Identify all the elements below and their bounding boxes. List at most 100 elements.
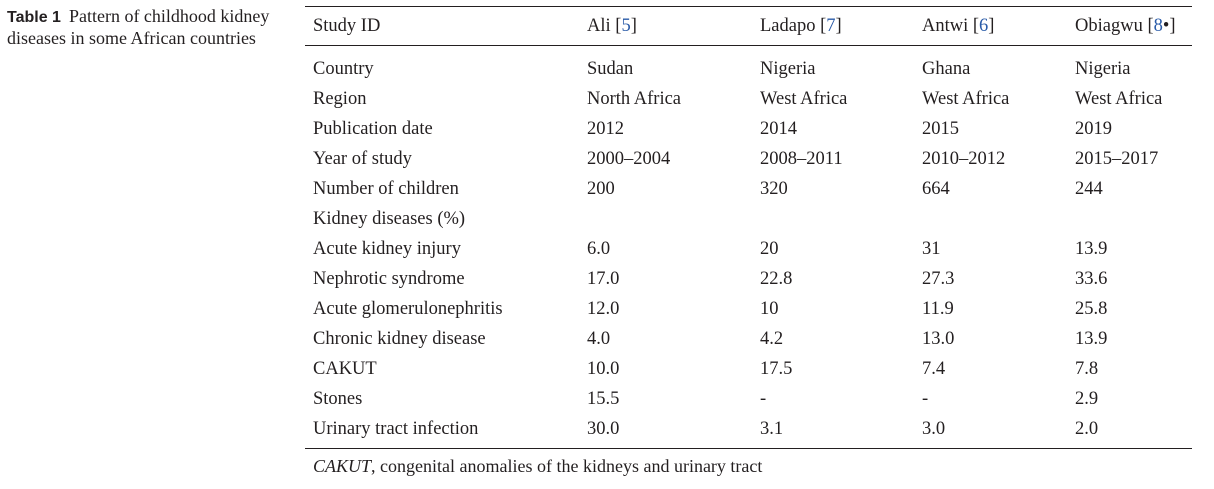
table-row: Stones 15.5 - - 2.9 [305, 384, 1192, 414]
row-label: Nephrotic syndrome [313, 269, 465, 289]
table-cell: 3.0 [922, 419, 946, 439]
ref-suffix: • [1162, 16, 1170, 36]
table-cell: 6.0 [587, 239, 611, 259]
row-label: CAKUT [313, 359, 377, 379]
table-row: Publication date 2012 2014 2015 2019 [305, 114, 1192, 144]
table-caption: Table 1 Pattern of childhood kidney disea… [7, 6, 292, 49]
table-cell: 30.0 [587, 419, 620, 439]
table-cell: 13.9 [1075, 329, 1108, 349]
table-cell: West Africa [922, 89, 1010, 109]
row-label: Chronic kidney disease [313, 329, 486, 349]
header-study-ladapo: Ladapo [7] [760, 16, 842, 36]
reference-link[interactable]: 5 [621, 16, 631, 36]
table-row: Number of children 200 320 664 244 [305, 174, 1192, 204]
table-row: Acute glomerulonephritis 12.0 10 11.9 25.8 [305, 294, 1192, 324]
study-author: Obiagwu [1075, 16, 1143, 36]
table-row: Kidney diseases (%) [305, 204, 1192, 234]
table-row: Year of study 2000–2004 2008–2011 2010–2012… [305, 144, 1192, 174]
table-cell: 27.3 [922, 269, 955, 289]
table-row: Nephrotic syndrome 17.0 22.8 27.3 33.6 [305, 264, 1192, 294]
table-cell: 2019 [1075, 119, 1112, 139]
reference-link[interactable]: 6 [979, 16, 989, 36]
data-table: Study ID Ali [5] Ladapo [7] Antwi [6] Ob… [305, 6, 1192, 477]
table-cell: 244 [1075, 179, 1103, 199]
table-cell: 22.8 [760, 269, 793, 289]
row-label: Year of study [313, 149, 412, 169]
table-cell: 33.6 [1075, 269, 1108, 289]
table-cell: North Africa [587, 89, 682, 109]
table-cell: Nigeria [1075, 59, 1131, 79]
table-cell: 7.8 [1075, 359, 1099, 379]
table-row: Country Sudan Nigeria Ghana Nigeria [305, 54, 1192, 84]
table-cell: Sudan [587, 59, 634, 79]
table-cell: Ghana [922, 59, 971, 79]
table-header-rule [305, 45, 1192, 46]
table-cell: West Africa [1075, 89, 1163, 109]
table-cell: 2000–2004 [587, 149, 671, 169]
table-cell: 320 [760, 179, 788, 199]
table-cell: 13.9 [1075, 239, 1108, 259]
table-cell: 31 [922, 239, 941, 259]
table-cell: 2.0 [1075, 419, 1099, 439]
table-cell: - [760, 389, 767, 409]
table-header-row: Study ID Ali [5] Ladapo [7] Antwi [6] Ob… [305, 7, 1192, 45]
table-body: Country Sudan Nigeria Ghana Nigeria Region Nor… [305, 46, 1192, 448]
table-row: CAKUT 10.0 17.5 7.4 7.8 [305, 354, 1192, 384]
table-cell: 2010–2012 [922, 149, 1006, 169]
table-cell: 2015–2017 [1075, 149, 1159, 169]
study-author: Ladapo [760, 16, 816, 36]
table-top-rule [305, 6, 1192, 7]
row-label: Acute kidney injury [313, 239, 461, 259]
table-cell: Nigeria [760, 59, 816, 79]
table-cell: 12.0 [587, 299, 620, 319]
footnote-term: CAKUT [313, 456, 372, 476]
table-cell: 20 [760, 239, 779, 259]
row-label: Stones [313, 389, 363, 409]
row-label: Publication date [313, 119, 433, 139]
table-cell: 664 [922, 179, 950, 199]
table-cell: 2014 [760, 119, 797, 139]
table-cell: 11.9 [922, 299, 954, 319]
table-row: Urinary tract infection 30.0 3.1 3.0 2.0 [305, 414, 1192, 444]
table-row: Chronic kidney disease 4.0 4.2 13.0 13.9 [305, 324, 1192, 354]
table-cell: 15.5 [587, 389, 620, 409]
header-study-ali: Ali [5] [587, 16, 637, 36]
table-row: Acute kidney injury 6.0 20 31 13.9 [305, 234, 1192, 264]
table-cell: 10 [760, 299, 779, 319]
table-cell: 2.9 [1075, 389, 1099, 409]
table-row: Region North Africa West Africa West Africa… [305, 84, 1192, 114]
row-label: Urinary tract infection [313, 419, 479, 439]
table-cell: 17.0 [587, 269, 620, 289]
header-study-id: Study ID [313, 16, 381, 36]
table-cell: 13.0 [922, 329, 955, 349]
reference-link[interactable]: 8 [1153, 16, 1163, 36]
reference-link[interactable]: 7 [826, 16, 836, 36]
row-label: Acute glomerulonephritis [313, 299, 503, 319]
table-cell: - [922, 389, 929, 409]
study-author: Ali [587, 16, 611, 36]
footnote-definition: , congenital anomalies of the kidneys an… [371, 456, 763, 476]
table-cell: 17.5 [760, 359, 793, 379]
table-cell: 4.2 [760, 329, 784, 349]
header-study-antwi: Antwi [6] [922, 16, 995, 36]
table-cell: 2008–2011 [760, 149, 843, 169]
row-label: Country [313, 59, 374, 79]
caption-text: Pattern of childhood kidney diseases in … [7, 6, 270, 48]
table-cell: 10.0 [587, 359, 620, 379]
table-cell: 4.0 [587, 329, 611, 349]
study-author: Antwi [922, 16, 969, 36]
table-footnote: CAKUT, congenital anomalies of the kidne… [305, 449, 1192, 477]
table-cell: West Africa [760, 89, 848, 109]
row-label: Region [313, 89, 367, 109]
table-cell: 2012 [587, 119, 624, 139]
header-study-obiagwu: Obiagwu [8•] [1075, 16, 1176, 36]
table-cell: 200 [587, 179, 615, 199]
table-cell: 7.4 [922, 359, 946, 379]
table-bottom-rule [305, 448, 1192, 449]
table-cell: 2015 [922, 119, 959, 139]
table-cell: 3.1 [760, 419, 784, 439]
row-label: Number of children [313, 179, 459, 199]
table-label: Table 1 [7, 9, 61, 26]
row-label: Kidney diseases (%) [313, 209, 466, 229]
table-cell: 25.8 [1075, 299, 1108, 319]
